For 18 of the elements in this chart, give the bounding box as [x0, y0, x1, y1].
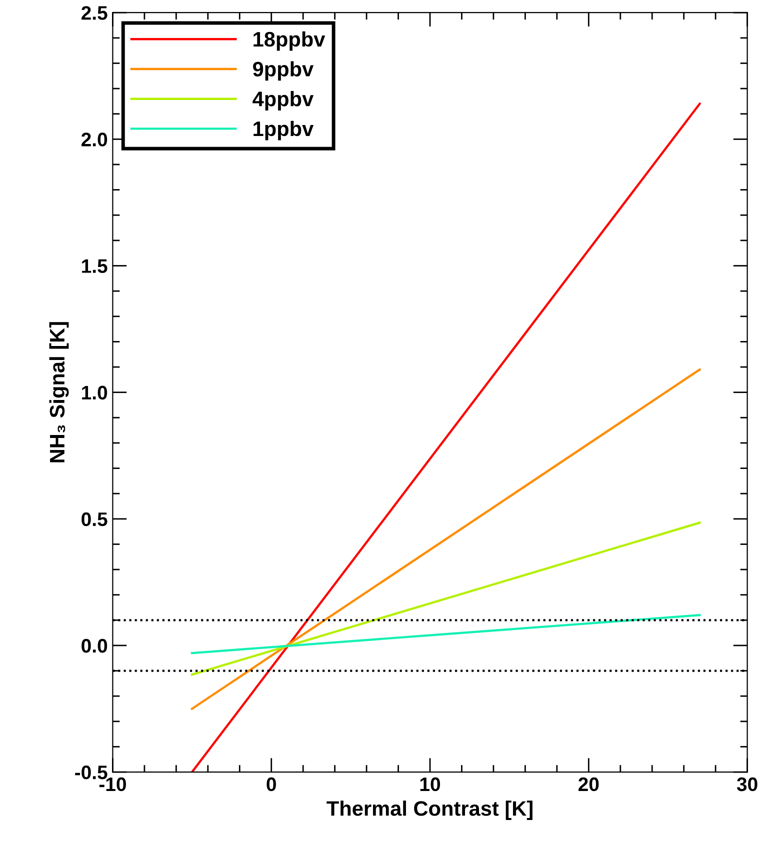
legend-label: 1ppbv — [254, 120, 314, 140]
legend-label: 4ppbv — [252, 91, 314, 110]
y-tick-label: 1.0 — [82, 386, 108, 400]
y-tick-label: 0.5 — [82, 512, 108, 526]
x-tick-label: -10 — [99, 777, 126, 792]
y-tick-label: 2.5 — [82, 6, 108, 20]
legend-label: 18ppbv — [254, 31, 326, 51]
y-tick-label: -0.5 — [75, 766, 108, 780]
x-axis-title: Thermal Contrast [K] — [326, 800, 532, 820]
legend-label: 9ppbv — [253, 61, 314, 81]
x-tick-label: 30 — [736, 777, 758, 792]
x-tick-label: 10 — [420, 777, 440, 792]
y-tick-label: 0.0 — [82, 638, 108, 653]
x-tick-label: 20 — [578, 777, 599, 792]
y-tick-label: 2.0 — [82, 132, 108, 146]
y-tick-label: 1.5 — [82, 259, 108, 273]
x-tick-label: 0 — [266, 777, 276, 792]
y-axis-title: NH₃ Signal [K] — [49, 322, 69, 462]
